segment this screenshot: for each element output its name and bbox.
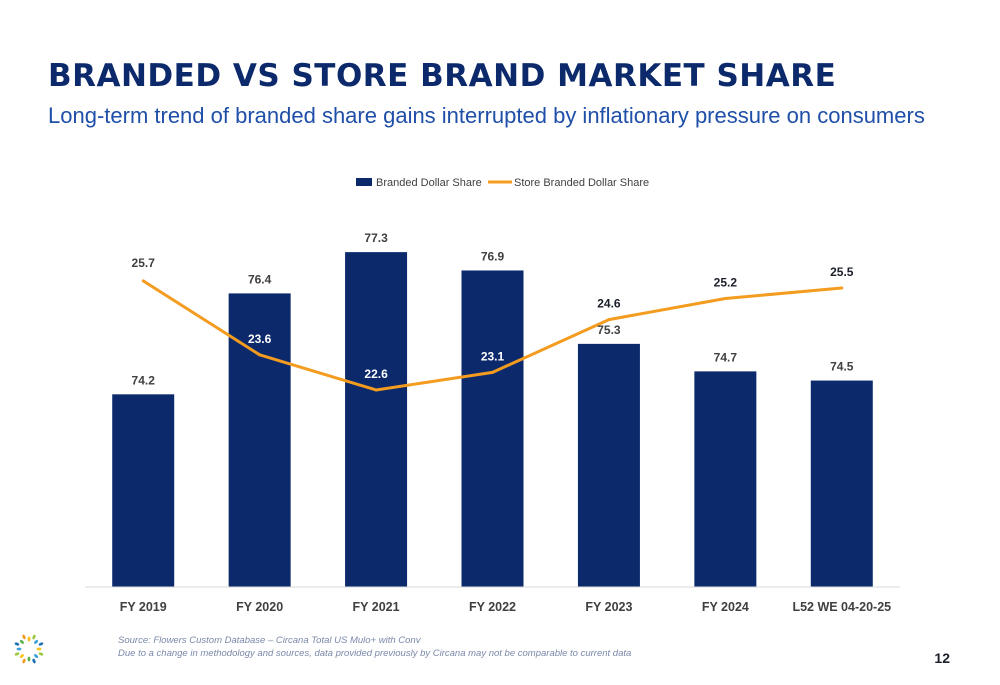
- logo-petal: [27, 636, 31, 642]
- bar: [112, 394, 175, 587]
- legend-label-line: Store Branded Dollar Share: [514, 177, 649, 189]
- bar: [810, 380, 873, 587]
- x-tick-label: FY 2020: [236, 600, 283, 614]
- line-value-label: 25.7: [132, 256, 156, 270]
- line-value-label: 23.6: [248, 332, 272, 346]
- line-point: [374, 388, 378, 392]
- line-point: [491, 370, 494, 374]
- line-point: [723, 297, 727, 301]
- logo-petal: [38, 642, 44, 646]
- source-note: Source: Flowers Custom Database – Circan…: [118, 634, 631, 660]
- x-tick-label: FY 2022: [469, 600, 516, 614]
- legend-swatch-bar: [356, 178, 372, 186]
- logo-petal: [19, 654, 24, 659]
- logo-petal: [27, 656, 31, 662]
- bar-value-label: 75.3: [597, 323, 621, 337]
- line-value-label: 23.1: [481, 349, 505, 363]
- line-value-label: 24.6: [597, 297, 621, 311]
- x-tick-labels: FY 2019 FY 2020 FY 2021 FY 2022 FY 2023 FY 20…: [120, 600, 891, 614]
- chart-legend: Branded Dollar Share Store Branded Dollar…: [356, 177, 649, 189]
- logo-petal: [16, 647, 22, 651]
- bar-value-label: 74.2: [132, 373, 156, 387]
- line-value-label: 25.2: [714, 276, 738, 290]
- line-point: [141, 279, 145, 283]
- bar-value-label: 74.7: [714, 350, 738, 364]
- logo-petal: [22, 658, 26, 664]
- bar: [694, 371, 757, 587]
- line-point: [840, 286, 844, 290]
- line-series: [141, 279, 844, 392]
- market-share-chart: Branded Dollar Share Store Branded Dollar…: [85, 177, 900, 614]
- legend-label-bar: Branded Dollar Share: [376, 177, 482, 189]
- data-labels: 74.2 76.4 77.3 76.9 75.3 74.7 74.5 25.7 23.6 22.6…: [132, 231, 854, 387]
- bar-value-label: 74.5: [830, 360, 854, 374]
- line-value-label: 22.6: [364, 367, 388, 381]
- line-point: [258, 353, 262, 357]
- bar-value-label: 77.3: [364, 231, 388, 245]
- logo-petal: [34, 654, 39, 659]
- source-line: Source: Flowers Custom Database – Circan…: [118, 635, 421, 646]
- bar-series: [112, 252, 873, 588]
- logo-petal: [32, 634, 36, 640]
- logo-petal: [22, 634, 26, 640]
- logo-petal: [14, 642, 20, 646]
- logo-petal: [32, 658, 36, 664]
- x-tick-label: FY 2023: [585, 600, 632, 614]
- logo-petal: [36, 647, 42, 651]
- bar-value-label: 76.9: [481, 249, 505, 263]
- page-number: 12: [934, 650, 950, 666]
- page-title: BRANDED VS STORE BRAND MARKET SHARE: [48, 58, 837, 94]
- x-tick-label: FY 2024: [702, 600, 749, 614]
- x-tick-label: FY 2019: [120, 600, 167, 614]
- bar: [345, 252, 408, 588]
- line-point: [607, 318, 611, 322]
- flowers-sunburst-icon: [14, 634, 44, 664]
- page-subtitle: Long-term trend of branded share gains i…: [48, 103, 925, 128]
- logo-petal: [38, 652, 44, 656]
- x-tick-label: L52 WE 04-20-25: [792, 600, 891, 614]
- bar: [577, 343, 640, 587]
- bar: [461, 270, 524, 587]
- logo-petal: [34, 639, 39, 644]
- line-value-label: 25.5: [830, 265, 854, 279]
- logo-petal: [14, 652, 20, 656]
- methodology-note: Due to a change in methodology and sourc…: [118, 648, 632, 659]
- x-tick-label: FY 2021: [353, 600, 400, 614]
- bar-value-label: 76.4: [248, 272, 272, 286]
- logo-petal: [19, 639, 24, 644]
